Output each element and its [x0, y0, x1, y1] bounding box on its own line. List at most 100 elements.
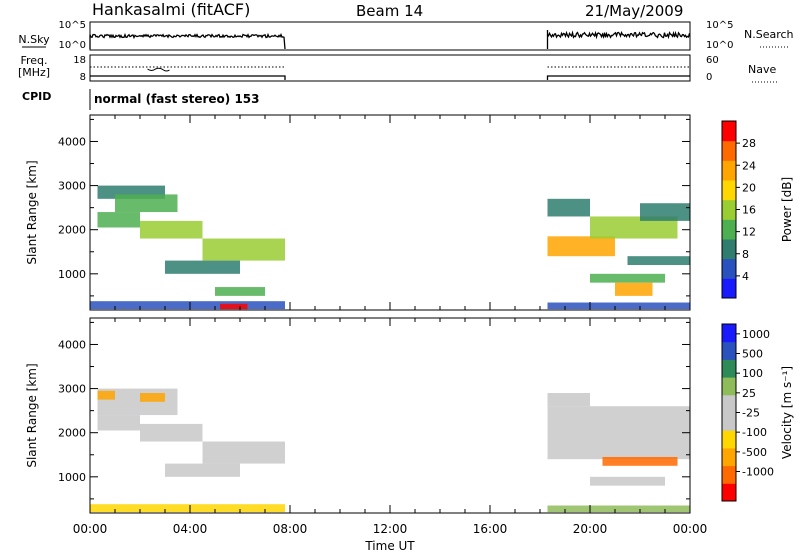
power-band	[90, 301, 285, 310]
velocity-colorbar-tick-label: 1000	[742, 328, 770, 341]
power-band	[547, 198, 590, 217]
power-band	[547, 236, 615, 257]
velocity-colorbar-segment	[722, 430, 736, 449]
time-tick-label: 12:00	[373, 522, 408, 536]
time-tick-label: 20:00	[573, 522, 608, 536]
power-colorbar-tick-label: 12	[742, 226, 756, 239]
velocity-ytick-label: 1000	[58, 471, 86, 484]
freq-trace-1	[90, 75, 286, 80]
power-colorbar-segment	[722, 160, 736, 181]
velocity-colorbar-segment	[722, 447, 736, 467]
power-band	[627, 256, 690, 265]
velocity-colorbar-label: Velocity [m s⁻¹]	[780, 366, 794, 459]
time-tick-label: 08:00	[273, 522, 308, 536]
time-tick-label: 04:00	[173, 522, 208, 536]
cpid-text: normal (fast stereo) 153	[94, 92, 260, 106]
power-ylabel: Slant Range [km]	[25, 160, 39, 264]
velocity-band	[590, 476, 665, 486]
power-ytick-label: 3000	[58, 180, 86, 193]
velocity-band	[140, 393, 165, 402]
velocity-colorbar-tick-label: 500	[742, 348, 763, 361]
freq-trace-2	[546, 75, 690, 80]
velocity-colorbar-tick-label: -500	[742, 446, 767, 459]
velocity-ytick-label: 4000	[58, 338, 86, 351]
velocity-colorbar-tick-label: -100	[742, 426, 767, 439]
velocity-ytick-label: 3000	[58, 383, 86, 396]
date-title: 21/May/2009	[585, 2, 684, 20]
power-band	[220, 303, 248, 310]
power-colorbar-tick-label: 4	[742, 270, 749, 283]
time-axis-label: Time UT	[364, 539, 415, 553]
velocity-band	[547, 393, 590, 407]
power-band	[202, 238, 285, 261]
cpid-label: CPID	[22, 90, 51, 103]
station-title: Hankasalmi (fitACF)	[92, 0, 251, 19]
velocity-colorbar-segment	[722, 324, 736, 343]
power-colorbar-segment	[722, 180, 736, 201]
velocity-colorbar-tick-label: -25	[742, 407, 760, 420]
velocity-colorbar-tick-label: 100	[742, 367, 763, 380]
power-ytick-label: 4000	[58, 135, 86, 148]
time-tick-label: 00:00	[673, 522, 708, 536]
velocity-colorbar-segment	[722, 377, 736, 396]
power-band	[640, 203, 690, 221]
power-band	[140, 220, 203, 239]
velocity-colorbar-segment	[722, 465, 736, 484]
power-colorbar-segment	[722, 121, 736, 142]
time-tick-label: 00:00	[73, 522, 108, 536]
nsky-label: N.Sky	[18, 33, 50, 46]
velocity-band	[97, 415, 140, 431]
power-band	[215, 287, 265, 296]
nsky-trace-2	[546, 30, 691, 49]
velocity-band	[140, 423, 203, 442]
nsearch-tick-top: 10^5	[706, 20, 733, 31]
freq-frame	[89, 54, 691, 82]
power-colorbar-segment	[722, 140, 736, 161]
velocity-ytick-label: 2000	[58, 427, 86, 440]
power-colorbar-tick-label: 16	[742, 204, 756, 217]
power-colorbar-segment	[722, 239, 736, 260]
power-colorbar-tick-label: 28	[742, 137, 756, 150]
power-band	[165, 260, 240, 274]
velocity-colorbar-tick-label: -1000	[742, 466, 774, 479]
nave-dip	[147, 67, 170, 72]
power-colorbar-tick-label: 8	[742, 248, 749, 261]
velocity-colorbar-tick-label: 25	[742, 387, 756, 400]
freq-unit-label: [MHz]	[18, 66, 50, 79]
nave-tick-bottom: 0	[706, 72, 712, 83]
beam-title: Beam 14	[356, 2, 424, 20]
power-colorbar-segment	[722, 258, 736, 279]
power-ytick-label: 1000	[58, 268, 86, 281]
nsky-tick-top: 10^5	[59, 20, 86, 31]
nsearch-tick-bottom: 10^0	[706, 40, 733, 51]
time-tick-label: 16:00	[473, 522, 508, 536]
power-band	[590, 216, 678, 239]
power-colorbar-segment	[722, 278, 736, 299]
freq-label: Freq.	[20, 54, 47, 67]
power-colorbar-tick-label: 20	[742, 181, 756, 194]
nsky-tick-bottom: 10^0	[59, 40, 86, 51]
nsky-trace-1	[89, 32, 286, 50]
velocity-band	[547, 406, 690, 460]
velocity-band	[547, 505, 690, 513]
nave-label: Nave	[748, 63, 776, 76]
velocity-band	[90, 504, 285, 513]
velocity-ylabel: Slant Range [km]	[25, 363, 39, 467]
power-band	[590, 273, 665, 283]
velocity-band	[97, 390, 115, 400]
velocity-colorbar-segment	[722, 412, 736, 431]
velocity-colorbar-segment	[722, 359, 736, 378]
velocity-band	[202, 441, 285, 464]
power-ytick-label: 2000	[58, 224, 86, 237]
nave-tick-top: 60	[706, 55, 719, 66]
freq-tick-bottom: 8	[80, 72, 86, 83]
power-band	[615, 282, 653, 296]
velocity-colorbar-segment	[722, 394, 736, 413]
power-band	[547, 302, 690, 310]
power-band	[97, 212, 140, 228]
power-colorbar-segment	[722, 219, 736, 240]
power-colorbar-segment	[722, 199, 736, 220]
velocity-band	[165, 463, 240, 477]
power-band	[115, 194, 178, 213]
